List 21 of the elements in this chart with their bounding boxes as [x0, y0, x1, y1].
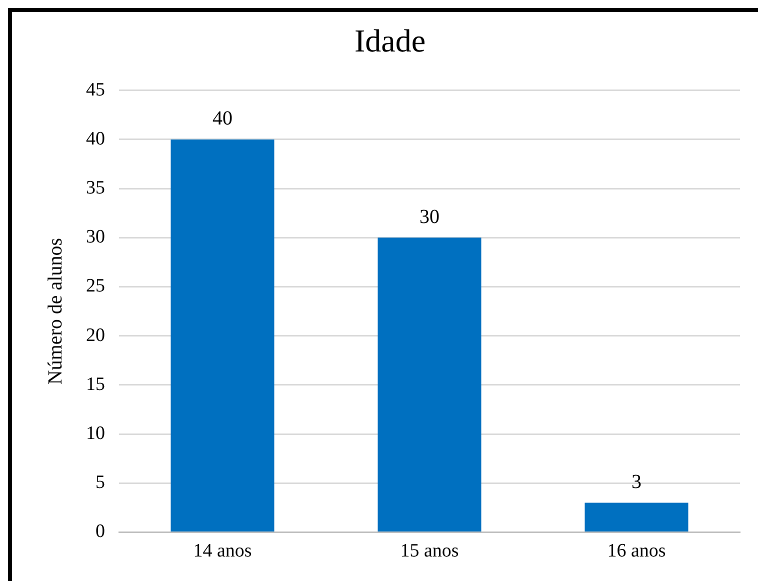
y-tick-label: 45: [86, 79, 105, 100]
y-tick-label: 5: [96, 472, 105, 494]
bar: [584, 502, 688, 532]
y-tick-label: 40: [86, 128, 105, 150]
y-tick-label: 30: [86, 226, 105, 248]
data-label: 40: [212, 108, 232, 130]
chart-title: Idade: [354, 22, 426, 59]
y-tick-label: 15: [86, 374, 105, 395]
data-label: 30: [420, 206, 440, 228]
y-tick-label: 35: [86, 178, 105, 199]
y-axis-title: Número de alunos: [44, 238, 66, 385]
y-tick-label: 0: [96, 521, 105, 542]
data-label: 3: [632, 470, 642, 493]
y-tick-label: 20: [86, 324, 105, 346]
x-tick-label: 16 anos: [607, 540, 666, 562]
bar: [378, 238, 482, 532]
y-tick-label: 10: [86, 423, 105, 444]
bar: [170, 139, 274, 532]
y-tick-label: 25: [86, 276, 105, 297]
x-tick-label: 15 anos: [400, 540, 459, 562]
x-tick-label: 14 anos: [193, 540, 252, 562]
